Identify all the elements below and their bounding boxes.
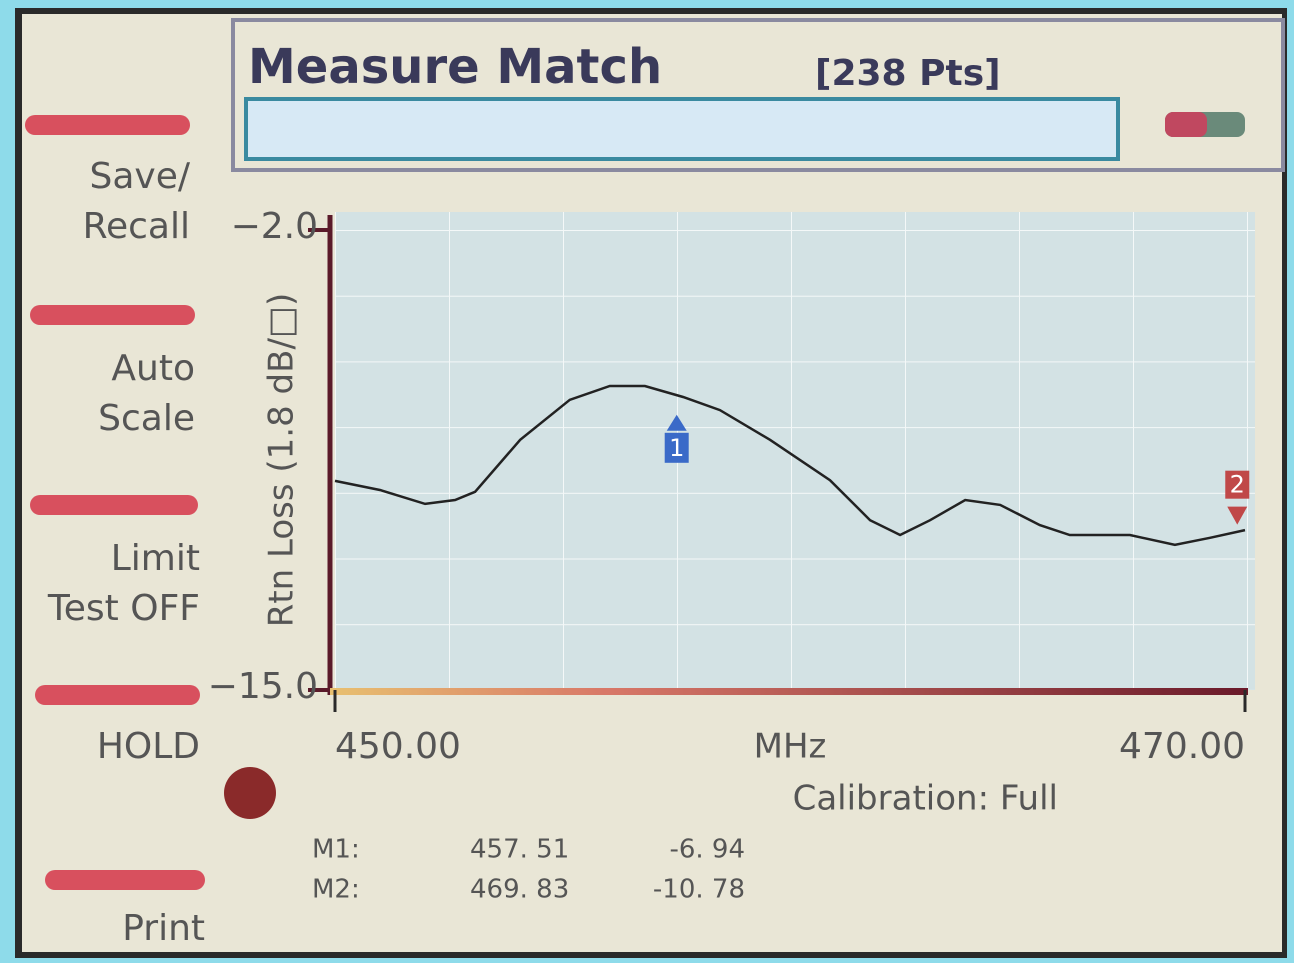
softkey-bar[interactable] bbox=[45, 870, 205, 890]
softkey-bar[interactable] bbox=[35, 685, 200, 705]
hold-led bbox=[224, 767, 276, 819]
y-tick-label: −15.0 bbox=[208, 666, 318, 707]
battery-level bbox=[1165, 112, 1207, 137]
x-axis bbox=[330, 688, 1248, 695]
grid bbox=[335, 212, 1255, 690]
marker-name: M2: bbox=[312, 875, 360, 905]
y-tick-label: −2.0 bbox=[231, 206, 318, 247]
status-box bbox=[246, 99, 1118, 159]
x-tick-label: 470.00 bbox=[1119, 726, 1245, 767]
softkey-label: Recall bbox=[83, 206, 190, 247]
softkey-label: Save/ bbox=[90, 156, 191, 197]
softkey-label: Test OFF bbox=[47, 588, 200, 629]
softkey-bar[interactable] bbox=[30, 305, 195, 325]
softkey-bar[interactable] bbox=[25, 115, 190, 135]
softkey-label: Print bbox=[122, 908, 205, 949]
softkey-label: Auto bbox=[111, 348, 195, 389]
softkey-label: HOLD bbox=[97, 726, 200, 767]
marker-freq: 469. 83 bbox=[470, 875, 569, 905]
marker-freq: 457. 51 bbox=[470, 835, 569, 865]
marker-flag-label: 1 bbox=[669, 434, 684, 462]
x-tick-label: 450.00 bbox=[335, 726, 461, 767]
y-axis-label: Rtn Loss (1.8 dB/□) bbox=[262, 293, 302, 628]
softkey-bar[interactable] bbox=[30, 495, 198, 515]
points: [238 Pts] bbox=[815, 53, 1001, 94]
marker-value: -6. 94 bbox=[669, 835, 745, 865]
screen-title: Measure Match bbox=[248, 39, 662, 95]
softkey-label: Limit bbox=[111, 538, 200, 579]
screen: Save/Recall Auto Scale Limit Test OFF HOLD Pri… bbox=[0, 0, 1294, 963]
softkey-label: Scale bbox=[98, 398, 195, 439]
calibration: Calibration: Full bbox=[793, 779, 1058, 819]
marker-flag-label: 2 bbox=[1230, 471, 1245, 499]
x-axis-label: MHz bbox=[754, 727, 827, 767]
page: Save/Recall Auto Scale Limit Test OFF HOLD Pri… bbox=[0, 0, 1294, 963]
marker-value: -10. 78 bbox=[653, 875, 745, 905]
marker-name: M1: bbox=[312, 835, 360, 865]
